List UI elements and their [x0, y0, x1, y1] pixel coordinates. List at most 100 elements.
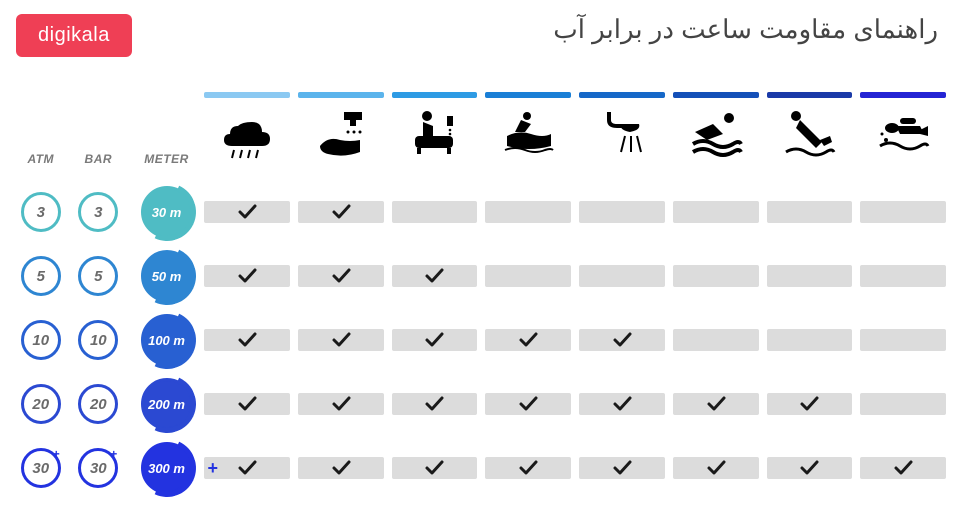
- row-badges: 1010100 m: [14, 314, 204, 366]
- table-row: 1010100 m: [14, 308, 946, 372]
- atm-value: 20: [21, 384, 61, 424]
- meter-value: 300 m: [141, 442, 193, 494]
- cell: [579, 393, 665, 415]
- cell: [485, 265, 571, 287]
- bar-value: 20: [78, 384, 118, 424]
- cell: [485, 393, 571, 415]
- meter-badge: 30 m: [129, 186, 204, 238]
- check-icon: [611, 329, 633, 351]
- atm-badge: 10: [14, 320, 68, 360]
- check-icon: [236, 457, 258, 479]
- resistance-table: ATM BAR METER 3330 m5550 m1010100 m20202…: [14, 86, 946, 500]
- cell: [298, 329, 384, 351]
- swim-icon: [673, 106, 759, 160]
- activity-scuba: [860, 92, 946, 160]
- bar-badge: 3: [72, 192, 126, 232]
- cell: [298, 393, 384, 415]
- activity-bath: [392, 92, 478, 160]
- cell: [392, 265, 478, 287]
- bar-value: 30+: [78, 448, 118, 488]
- cell: [673, 329, 759, 351]
- shower-icon: [579, 106, 665, 160]
- cell: [204, 201, 290, 223]
- plus-icon: +: [110, 447, 117, 461]
- table-row: 30+30+300 m+: [14, 436, 946, 500]
- check-icon: [611, 457, 633, 479]
- row-badges: 3330 m: [14, 186, 204, 238]
- activity-shower: [579, 92, 665, 160]
- cell: [860, 393, 946, 415]
- atm-badge: 30+: [14, 448, 68, 488]
- check-icon: [330, 393, 352, 415]
- cell: [767, 393, 853, 415]
- plus-icon: +: [207, 458, 218, 479]
- unit-header-atm: ATM: [14, 152, 68, 166]
- meter-badge: 200 m: [129, 378, 204, 430]
- check-icon: [798, 393, 820, 415]
- atm-badge: 3: [14, 192, 68, 232]
- check-icon: [705, 393, 727, 415]
- atm-badge: 20: [14, 384, 68, 424]
- table-row: 20 20 200 m: [14, 372, 946, 436]
- activity-bar: [673, 92, 759, 98]
- activity-dive: [767, 92, 853, 160]
- activity-bar: [204, 92, 290, 98]
- wash-icon: [298, 106, 384, 160]
- cell: [860, 201, 946, 223]
- check-icon: [330, 329, 352, 351]
- dive-icon: [767, 106, 853, 160]
- row-cells: [204, 329, 946, 351]
- activity-swim: [673, 92, 759, 160]
- brand-logo: digikala: [16, 14, 132, 57]
- meter-value: 50 m: [141, 250, 193, 302]
- cell: [860, 457, 946, 479]
- activity-bar: [485, 92, 571, 98]
- cell: [673, 265, 759, 287]
- cell: [485, 201, 571, 223]
- meter-badge: 100 m: [129, 314, 204, 366]
- cell: [298, 265, 384, 287]
- unit-header-bar: BAR: [72, 152, 126, 166]
- activity-bar: [579, 92, 665, 98]
- atm-value: 5: [21, 256, 61, 296]
- bar-value: 5: [78, 256, 118, 296]
- check-icon: [330, 457, 352, 479]
- table-row: 55 50 m: [14, 244, 946, 308]
- check-icon: [798, 457, 820, 479]
- check-icon: [611, 393, 633, 415]
- atm-value: 30+: [21, 448, 61, 488]
- activity-bar: [298, 92, 384, 98]
- row-cells: [204, 265, 946, 287]
- cell: [204, 393, 290, 415]
- unit-headers: ATM BAR METER: [14, 86, 204, 166]
- cell: [767, 265, 853, 287]
- scuba-icon: [860, 106, 946, 160]
- activity-bar: [767, 92, 853, 98]
- activity-wash: [298, 92, 384, 160]
- cell: [767, 329, 853, 351]
- cell: [579, 201, 665, 223]
- check-icon: [517, 457, 539, 479]
- cell: [673, 457, 759, 479]
- meter-badge: 300 m+: [129, 442, 204, 494]
- cell: [860, 265, 946, 287]
- cell: [767, 457, 853, 479]
- check-icon: [423, 393, 445, 415]
- row-cells: [204, 457, 946, 479]
- cell: [673, 393, 759, 415]
- header-row: ATM BAR METER: [14, 86, 946, 166]
- cell: [860, 329, 946, 351]
- cell: [392, 201, 478, 223]
- activity-jetski: [485, 92, 571, 160]
- check-icon: [330, 201, 352, 223]
- check-icon: [236, 393, 258, 415]
- cell: [392, 457, 478, 479]
- cell: [298, 457, 384, 479]
- rain-icon: [204, 106, 290, 160]
- check-icon: [330, 265, 352, 287]
- check-icon: [423, 265, 445, 287]
- check-icon: [423, 329, 445, 351]
- meter-value: 100 m: [141, 314, 193, 366]
- plus-icon: +: [53, 447, 60, 461]
- atm-badge: 5: [14, 256, 68, 296]
